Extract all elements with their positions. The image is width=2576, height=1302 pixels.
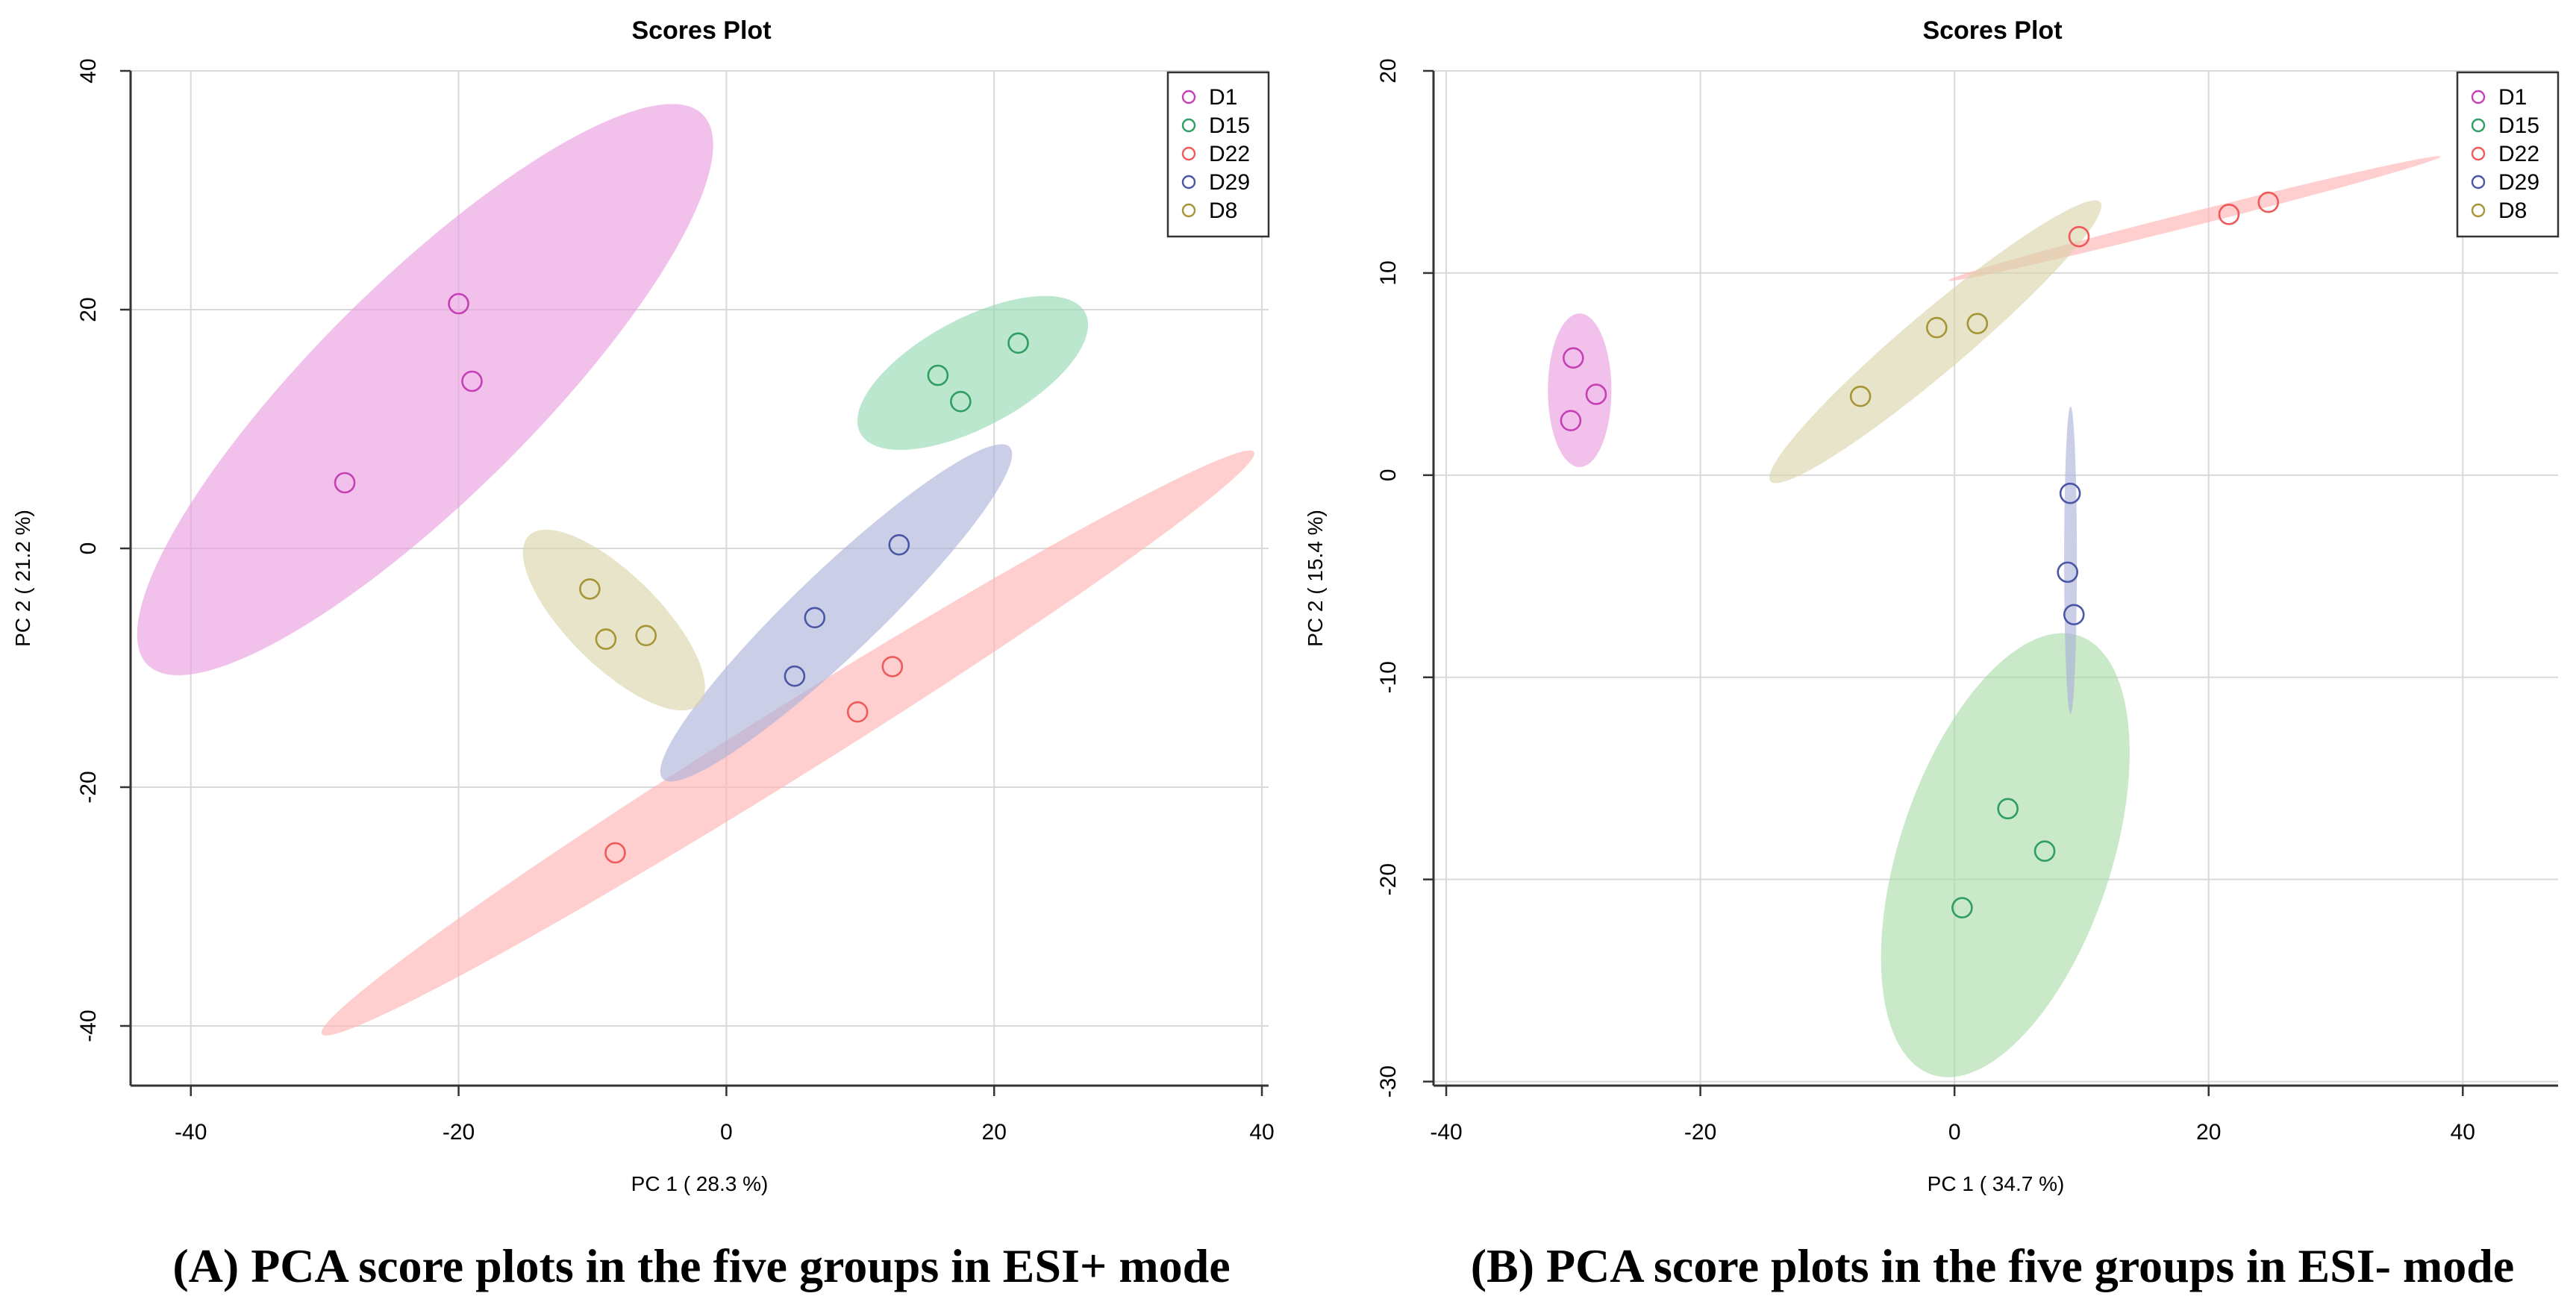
panel-b-legend-label-d8: D8 (2498, 198, 2527, 223)
panel-b-legend-marker-d1 (2471, 90, 2486, 104)
panel-a-legend-box (1166, 71, 1270, 238)
panel-a-legend-label-d15: D15 (1209, 113, 1250, 138)
panel-b-point-d29 (2063, 604, 2085, 626)
panel-b-legend-label-d1: D1 (2498, 85, 2527, 110)
panel-a-point-d29 (784, 665, 806, 687)
panel-a-y-tick-label: 20 (76, 297, 101, 322)
panel-a-y-tick-label: -20 (76, 771, 101, 803)
panel-a-legend-marker-d29 (1181, 175, 1196, 190)
panel-b-x-axis-label: PC 1 ( 34.7 %) (1928, 1172, 2065, 1195)
panel-b-y-tick-label: 10 (1376, 260, 1401, 285)
panel-a-point-d8 (579, 578, 601, 600)
panel-a-x-tick-label: -20 (443, 1120, 475, 1145)
panel-b-x-tick-label: 20 (2196, 1120, 2221, 1145)
panel-a-point-d22 (604, 842, 626, 864)
panel-b-ellipse-d29 (2064, 406, 2078, 714)
panel-b-x-tick-label: 0 (1948, 1120, 1961, 1145)
panel-b-point-d22 (2068, 225, 2090, 248)
panel-a-point-d15 (1007, 332, 1029, 354)
panel-a-legend-marker-d22 (1181, 146, 1196, 161)
panel-a-point-d1 (448, 292, 469, 315)
panel-b: Scores Plot -40 -20 0 20 40 -30 -20 -10 0 10 20 PC 1… (1304, 16, 2560, 1292)
panel-b-point-d29 (2059, 482, 2081, 504)
panel-b-y-axis-label: PC 2 ( 15.4 %) (1304, 510, 1327, 647)
panel-a: Scores Plot -40 -20 0 20 40 -40 -20 0 20 40 PC 1 ( … (11, 16, 1275, 1292)
panel-a-legend-label-d22: D22 (1209, 142, 1250, 166)
panel-a-ellipse-d22 (321, 450, 1255, 1036)
panel-a-y-tick-label: 40 (76, 58, 101, 83)
panel-a-x-axis-label: PC 1 ( 28.3 %) (631, 1172, 769, 1195)
panel-b-point-d29 (2057, 561, 2079, 583)
panel-b-ellipse-d8 (1769, 200, 2102, 483)
panel-b-ellipse-d15 (1881, 633, 2130, 1077)
panel-b-point-d8 (1926, 316, 1948, 339)
panel-b-legend-box (2456, 71, 2560, 238)
panel-a-legend: D1 D15 D22 D29 D8 (1166, 71, 1270, 238)
panel-a-x-tick-label: -40 (175, 1120, 207, 1145)
panel-b-ellipse-d1 (1548, 313, 1612, 467)
panel-b-point-d15 (2033, 840, 2056, 863)
panel-b-point-d15 (1997, 798, 2019, 820)
panel-b-x-tick-label: -20 (1684, 1120, 1716, 1145)
panel-b-legend-label-d22: D22 (2498, 142, 2539, 166)
panel-a-y-tick-label: 0 (76, 542, 101, 555)
panel-b-legend: D1 D15 D22 D29 D8 (2456, 71, 2560, 238)
panel-a-point-d22 (881, 656, 904, 677)
panel-b-legend-marker-d22 (2471, 146, 2486, 161)
panel-b-y-tick-label: 0 (1376, 469, 1401, 481)
panel-b-legend-label-d29: D29 (2498, 170, 2539, 195)
panel-a-point-d22 (846, 701, 869, 723)
panel-a-x-tick-label: 40 (1249, 1120, 1274, 1145)
panel-a-point-d29 (804, 607, 826, 629)
panel-a-point-d29 (888, 533, 910, 556)
panel-b-y-tick-label: -20 (1376, 863, 1401, 895)
panel-b-point-d22 (2257, 191, 2280, 213)
panel-a-ellipse-d1 (137, 104, 713, 675)
panel-b-point-d1 (1560, 410, 1582, 431)
panel-b-point-d22 (2218, 204, 2240, 225)
panel-b-point-d8 (1966, 313, 1989, 334)
panel-a-ellipse-d29 (660, 444, 1013, 782)
panel-b-x-tick-label: 40 (2451, 1120, 2475, 1145)
panel-b-x-tick-label: -40 (1430, 1120, 1462, 1145)
panel-a-legend-marker-d15 (1181, 118, 1196, 133)
panel-b-legend-marker-d29 (2471, 175, 2486, 190)
panel-a-legend-label-d1: D1 (1209, 85, 1237, 110)
panel-a-legend-label-d8: D8 (1209, 198, 1237, 223)
panel-a-point-d8 (595, 628, 617, 650)
panel-a-legend-marker-d8 (1181, 203, 1196, 218)
panel-b-point-d1 (1563, 347, 1584, 369)
panel-a-legend-marker-d1 (1181, 90, 1196, 104)
panel-a-point-d1 (334, 472, 356, 494)
panel-a-legend-label-d29: D29 (1209, 170, 1250, 195)
panel-b-point-d1 (1585, 384, 1607, 405)
panel-a-point-d15 (927, 364, 949, 386)
panel-b-legend-label-d15: D15 (2498, 113, 2539, 138)
panel-a-caption: (A) PCA score plots in the five groups i… (172, 1239, 1230, 1292)
panel-a-y-axis-label: PC 2 ( 21.2 %) (11, 510, 34, 647)
panel-b-title: Scores Plot (1922, 16, 2062, 45)
panel-a-x-tick-label: 0 (720, 1120, 733, 1145)
panel-a-y-tick-label: -40 (76, 1010, 101, 1042)
panel-b-legend-marker-d15 (2471, 118, 2486, 133)
panel-a-ellipse-d8 (522, 529, 705, 711)
panel-a-ellipse-d15 (857, 295, 1089, 450)
panel-b-point-d15 (1951, 897, 1973, 918)
panel-a-point-d15 (950, 390, 972, 413)
panel-b-caption: (B) PCA score plots in the five groups i… (1471, 1239, 2515, 1292)
panel-b-y-tick-label: -10 (1376, 661, 1401, 693)
panel-b-y-tick-label: 20 (1376, 58, 1401, 83)
panel-b-point-d8 (1849, 385, 1872, 407)
panel-a-x-tick-label: 20 (982, 1120, 1007, 1145)
panel-b-legend-marker-d8 (2471, 203, 2486, 218)
panel-b-y-tick-label: -30 (1376, 1065, 1401, 1098)
panel-a-point-d1 (461, 370, 483, 392)
panel-a-point-d8 (635, 625, 657, 647)
panel-a-title: Scores Plot (631, 16, 771, 45)
